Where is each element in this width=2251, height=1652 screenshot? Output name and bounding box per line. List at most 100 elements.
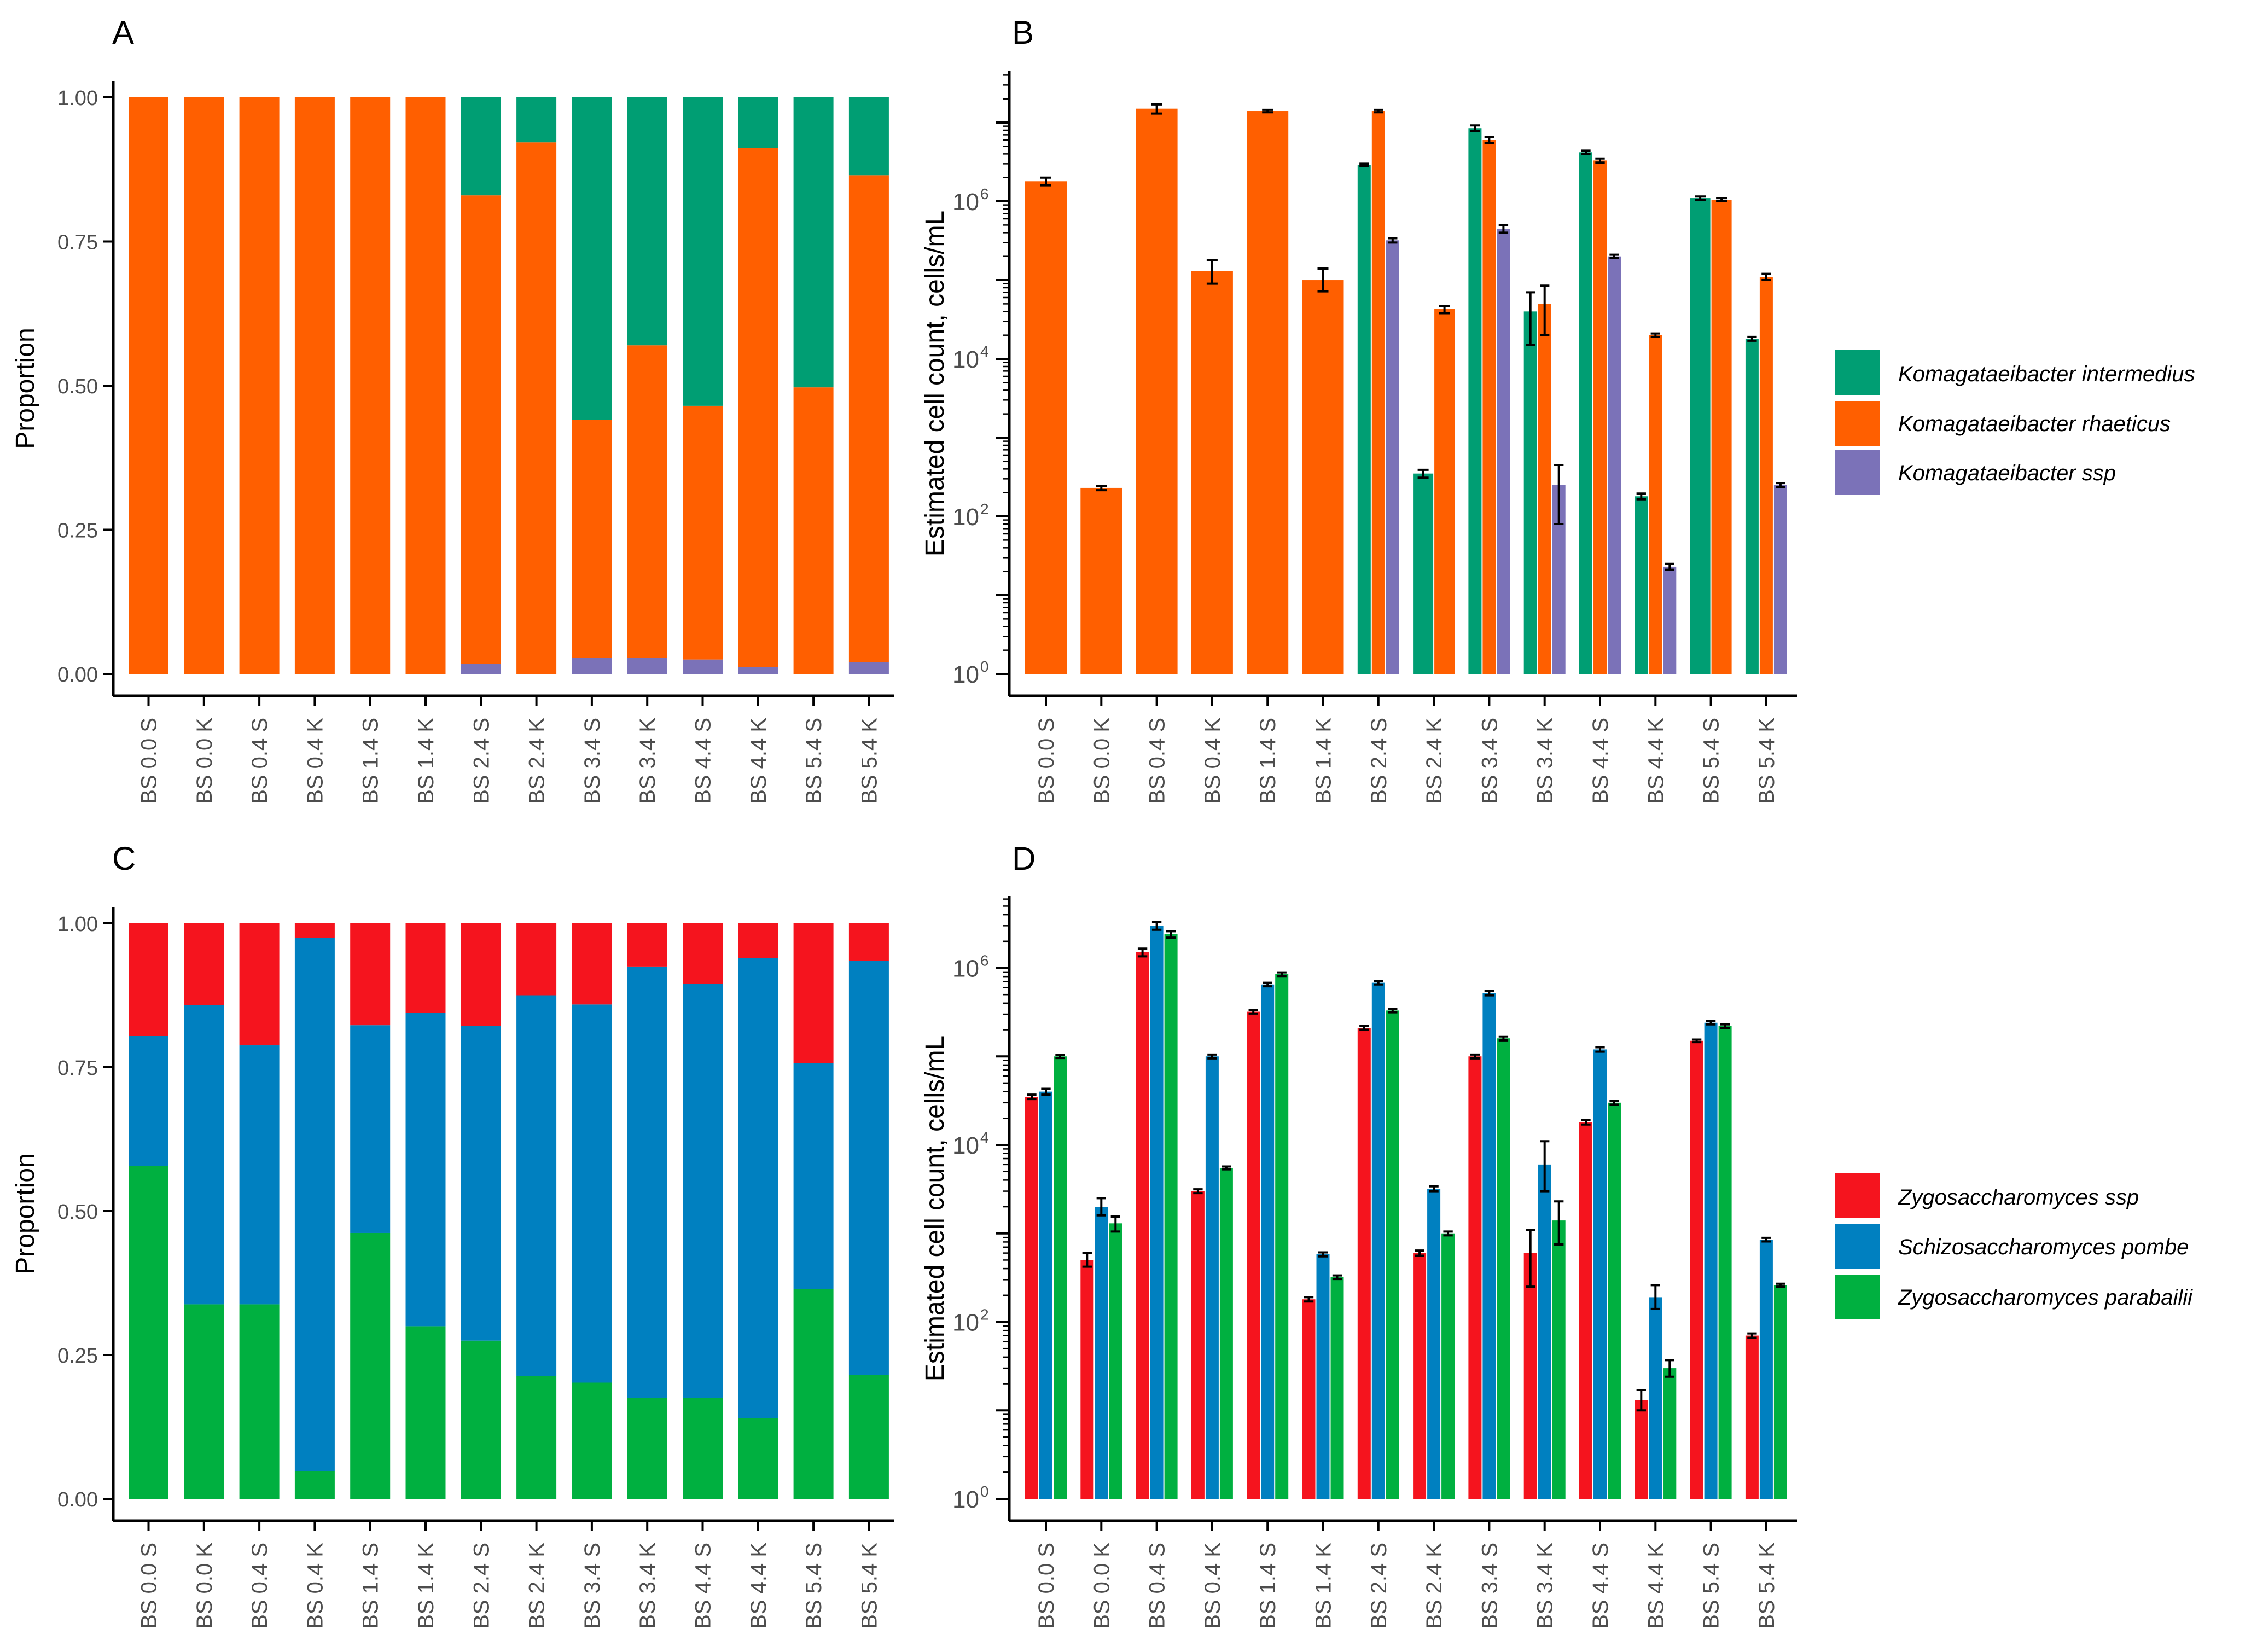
bar-komagataeibacter-ssp-bs-3-4-s [572,658,612,674]
bar-zygosaccharomyces-parabailii-bs-3-4-k [627,1398,667,1499]
panel-label-c: C [112,840,136,877]
bar-schizosaccharomyces-pombe-bs-3-4-k [1538,1164,1551,1499]
bar-komagataeibacter-intermedius-bs-4-4-k [1635,496,1648,674]
x-tick-label-bs-3-4-k: BS 3.4 K [1533,718,1557,804]
bar-schizosaccharomyces-pombe-bs-5-4-s [1704,1022,1718,1499]
x-tick-label-bs-1-4-k: BS 1.4 K [1312,1543,1336,1629]
x-tick-label-bs-0-4-k: BS 0.4 K [303,1543,327,1629]
bar-schizosaccharomyces-pombe-bs-5-4-k [1759,1240,1773,1499]
x-tick-label-bs-0-0-k: BS 0.0 K [1090,1543,1114,1629]
bar-zygosaccharomyces-parabailii-bs-1-4-k [405,1326,446,1499]
bar-zygosaccharomyces-ssp-bs-3-4-k [1523,1253,1537,1499]
x-tick-label-bs-2-4-s: BS 2.4 S [469,1543,493,1629]
x-tick-label-bs-2-4-s: BS 2.4 S [1367,1543,1391,1629]
legend-bottom: Zygosaccharomyces ssp Schizosaccharomyce… [1835,1173,2193,1319]
bar-zygosaccharomyces-ssp-bs-4-4-s [1579,1122,1592,1499]
bar-komagataeibacter-ssp-bs-2-4-s [461,664,501,674]
x-tick-label-bs-3-4-k: BS 3.4 K [636,1543,660,1629]
bar-komagataeibacter-intermedius-bs-5-4-k [848,97,889,176]
panel-label-d: D [1012,840,1036,877]
bar-komagataeibacter-rhaeticus-bs-5-4-s [793,387,834,674]
bar-schizosaccharomyces-pombe-bs-5-4-k [848,961,889,1375]
bar-zygosaccharomyces-parabailii-bs-4-4-s [1608,1102,1621,1499]
bar-schizosaccharomyces-pombe-bs-2-4-s [461,1026,501,1341]
bar-komagataeibacter-rhaeticus-bs-1-4-k [1302,280,1344,674]
bar-zygosaccharomyces-parabailii-bs-3-4-k [1552,1220,1566,1499]
y-tick-label: 0.00 [57,664,98,687]
bar-zygosaccharomyces-parabailii-bs-0-4-k [294,1471,335,1499]
x-tick-label-bs-3-4-s: BS 3.4 S [580,718,604,804]
x-tick-label-bs-0-0-k: BS 0.0 K [1090,718,1114,804]
bar-zygosaccharomyces-parabailii-bs-5-4-s [1718,1026,1732,1499]
bar-schizosaccharomyces-pombe-bs-0-4-k [1205,1056,1219,1499]
bar-komagataeibacter-rhaeticus-bs-0-4-s [1136,108,1178,674]
x-tick-label-bs-1-4-s: BS 1.4 S [1256,1543,1280,1629]
bar-komagataeibacter-rhaeticus-bs-3-4-s [1482,140,1496,674]
bar-schizosaccharomyces-pombe-bs-1-4-k [405,1013,446,1327]
bar-zygosaccharomyces-parabailii-bs-4-4-k [1663,1368,1677,1499]
x-tick-label-bs-0-4-s: BS 0.4 S [248,1543,272,1629]
bar-zygosaccharomyces-ssp-bs-5-4-k [1745,1335,1759,1499]
bar-zygosaccharomyces-ssp-bs-0-0-k [1080,1260,1094,1499]
bar-zygosaccharomyces-parabailii-bs-4-4-s [683,1398,723,1499]
bar-komagataeibacter-rhaeticus-bs-2-4-k [1434,309,1455,674]
legend-label-z-ssp: Zygosaccharomyces ssp [1898,1185,2139,1209]
panel-label-a: A [112,14,134,51]
y-tick-label: 0.50 [57,1201,98,1224]
y-tick-exponent: 6 [980,185,989,202]
bar-zygosaccharomyces-parabailii-bs-3-4-s [572,1382,612,1499]
bar-zygosaccharomyces-parabailii-bs-2-4-s [461,1340,501,1499]
bar-komagataeibacter-rhaeticus-bs-4-4-s [1593,160,1607,674]
bar-zygosaccharomyces-parabailii-bs-1-4-k [1330,1277,1344,1499]
bar-zygosaccharomyces-parabailii-bs-0-4-k [1219,1167,1233,1499]
bar-zygosaccharomyces-ssp-bs-3-4-s [1468,1056,1482,1499]
y-tick-exponent: 6 [980,952,989,969]
bar-komagataeibacter-rhaeticus-bs-2-4-s [461,195,501,664]
bar-komagataeibacter-intermedius-bs-4-4-s [1579,152,1592,674]
x-tick-label-bs-0-0-s: BS 0.0 S [137,1543,161,1629]
bar-komagataeibacter-rhaeticus-bs-5-4-k [1759,277,1773,674]
bar-zygosaccharomyces-ssp-bs-5-4-k [848,923,889,961]
bar-komagataeibacter-rhaeticus-bs-5-4-k [848,175,889,662]
y-tick-exponent: 4 [980,1129,989,1146]
bar-schizosaccharomyces-pombe-bs-0-4-s [239,1045,280,1305]
bar-zygosaccharomyces-ssp-bs-2-4-s [461,923,501,1026]
x-tick-label-bs-5-4-k: BS 5.4 K [857,718,881,804]
legend-swatch-k-intermedius [1835,350,1880,395]
bar-zygosaccharomyces-ssp-bs-0-4-s [1136,952,1149,1499]
x-tick-label-bs-1-4-k: BS 1.4 K [414,718,438,804]
y-tick-label: 0.50 [57,375,98,398]
x-tick-label-bs-5-4-s: BS 5.4 S [1700,718,1724,804]
panel-a-proportion-chart: Proportion BS 0.0 S BS 0.0 K BS 0.4 S BS 0.4… [11,81,894,804]
bar-zygosaccharomyces-parabailii-bs-0-0-k [1109,1223,1122,1499]
x-tick-label-bs-4-4-s: BS 4.4 S [1589,718,1613,804]
bar-schizosaccharomyces-pombe-bs-0-0-s [1039,1091,1052,1499]
y-tick-exponent: 4 [980,343,989,360]
y-tick-label: 1.00 [57,913,98,936]
x-tick-label-bs-5-4-k: BS 5.4 K [1755,718,1779,804]
bar-zygosaccharomyces-ssp-bs-0-4-k [294,923,335,938]
bar-zygosaccharomyces-ssp-bs-5-4-s [793,923,834,1063]
x-tick-label-bs-1-4-k: BS 1.4 K [414,1543,438,1629]
x-tick-label-bs-4-4-s: BS 4.4 S [1589,1543,1613,1629]
bar-komagataeibacter-ssp-bs-4-4-k [738,667,778,674]
y-tick-label: 1.00 [57,87,98,110]
y-tick-exponent: 2 [980,501,989,517]
y-axis-label: Proportion [11,1153,40,1274]
x-tick-label-bs-2-4-k: BS 2.4 K [525,1543,549,1629]
bar-zygosaccharomyces-ssp-bs-3-4-k [627,923,667,967]
bar-schizosaccharomyces-pombe-bs-0-4-k [294,938,335,1471]
bar-komagataeibacter-ssp-bs-5-4-k [848,662,889,674]
x-tick-label-bs-0-4-k: BS 0.4 K [303,718,327,804]
x-tick-label-bs-0-0-k: BS 0.0 K [193,1543,217,1629]
bar-komagataeibacter-intermedius-bs-5-4-s [1690,198,1711,674]
bar-komagataeibacter-rhaeticus-bs-1-4-s [1247,111,1289,674]
x-tick-label-bs-0-4-s: BS 0.4 S [1145,1543,1170,1629]
bar-komagataeibacter-intermedius-bs-3-4-s [572,97,612,420]
bar-zygosaccharomyces-parabailii-bs-5-4-k [1773,1285,1787,1499]
bar-komagataeibacter-ssp-bs-3-4-k [627,658,667,674]
bar-zygosaccharomyces-ssp-bs-0-4-s [239,923,280,1046]
y-axis-label: Estimated cell count, cells/mL [921,1036,950,1381]
bar-schizosaccharomyces-pombe-bs-0-0-s [129,1036,168,1166]
bar-komagataeibacter-rhaeticus-bs-0-4-s [239,97,280,674]
